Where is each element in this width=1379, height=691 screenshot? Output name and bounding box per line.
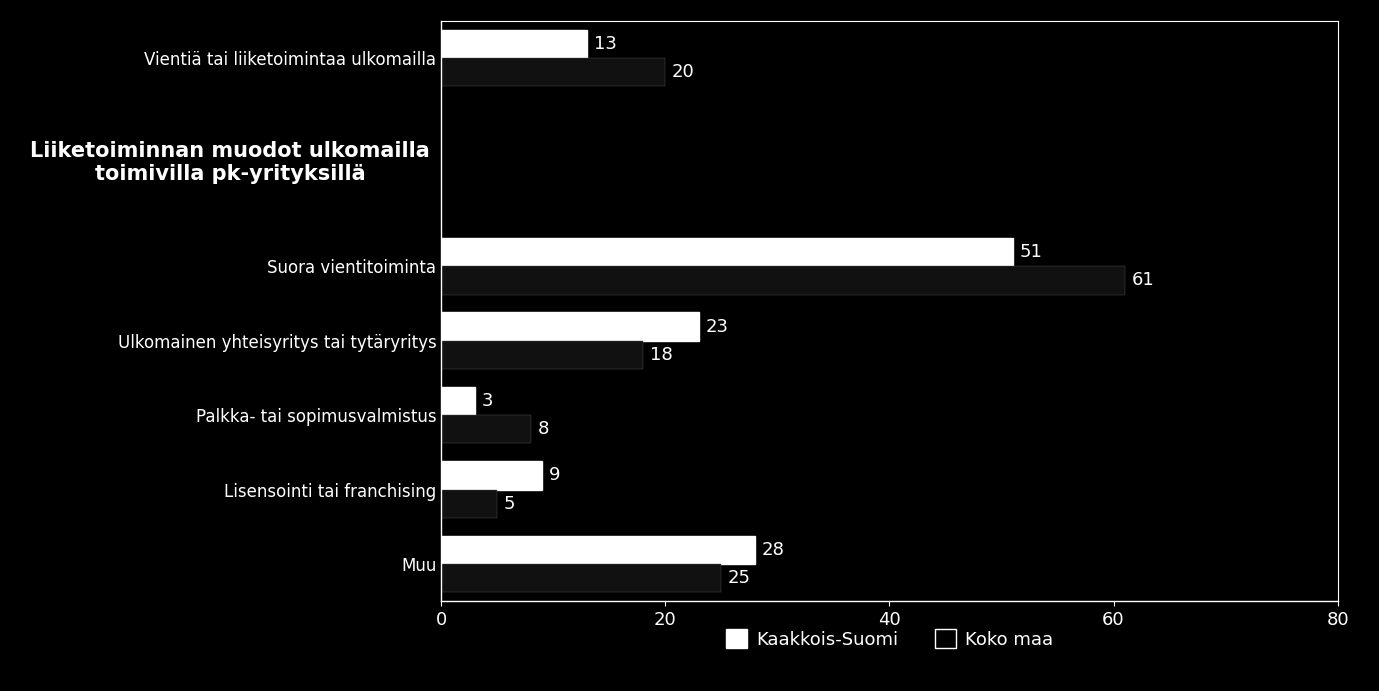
Text: 5: 5	[505, 495, 516, 513]
Bar	[441, 415, 531, 444]
Bar	[441, 489, 498, 518]
Text: 13: 13	[593, 35, 616, 53]
Text: 61: 61	[1131, 272, 1154, 290]
Bar	[441, 312, 699, 341]
Legend: Kaakkois-Suomi, Koko maa: Kaakkois-Suomi, Koko maa	[718, 622, 1060, 656]
Bar	[441, 341, 643, 369]
Text: 51: 51	[1019, 243, 1043, 261]
Text: 3: 3	[481, 392, 494, 410]
Bar	[441, 536, 756, 564]
Text: Liiketoiminnan muodot ulkomailla
toimivilla pk-yrityksillä: Liiketoiminnan muodot ulkomailla toimivi…	[30, 140, 430, 184]
Text: 28: 28	[761, 541, 785, 559]
Text: 9: 9	[549, 466, 560, 484]
Text: 25: 25	[728, 569, 752, 587]
Text: 20: 20	[672, 63, 695, 81]
Bar	[441, 564, 721, 592]
Bar	[441, 58, 666, 86]
Bar	[441, 462, 542, 489]
Bar	[441, 238, 1012, 266]
Bar	[441, 387, 474, 415]
Text: 8: 8	[538, 420, 549, 438]
Text: 23: 23	[706, 318, 728, 336]
Bar	[441, 266, 1125, 294]
Bar	[441, 30, 587, 58]
Text: 18: 18	[650, 346, 673, 364]
